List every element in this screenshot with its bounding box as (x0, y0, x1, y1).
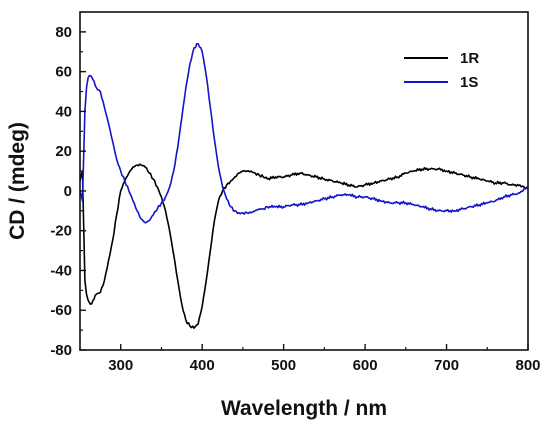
y-tick-label: 80 (55, 24, 72, 41)
x-axis-title: Wavelength / nm (221, 397, 387, 420)
y-tick-label: -60 (50, 302, 72, 319)
x-tick-label: 700 (434, 357, 459, 374)
series-line-1r (79, 163, 529, 329)
legend-label-1s: 1S (460, 74, 478, 91)
legend-label-1r: 1R (460, 50, 479, 67)
y-tick-label: -20 (50, 223, 72, 240)
y-tick-label: 40 (55, 103, 72, 120)
x-tick-label: 400 (190, 357, 215, 374)
y-tick-label: 20 (55, 143, 72, 160)
y-tick-label: -40 (50, 262, 72, 279)
y-tick-label: -80 (50, 342, 72, 359)
y-axis-title: CD / (mdeg) (6, 122, 29, 240)
x-tick-label: 600 (353, 357, 378, 374)
x-tick-label: 300 (108, 357, 133, 374)
y-tick-label: 0 (64, 183, 72, 200)
x-tick-label: 800 (515, 357, 540, 374)
plot-frame (79, 11, 529, 351)
axis-ticks: 300 400 500 600 700 800 -80 -60 -40 -20 0 20 40 60 80 (50, 11, 541, 374)
x-tick-label: 500 (271, 357, 296, 374)
y-tick-label: 60 (55, 64, 72, 81)
series-line-1s (79, 42, 529, 224)
series-group (79, 42, 529, 329)
